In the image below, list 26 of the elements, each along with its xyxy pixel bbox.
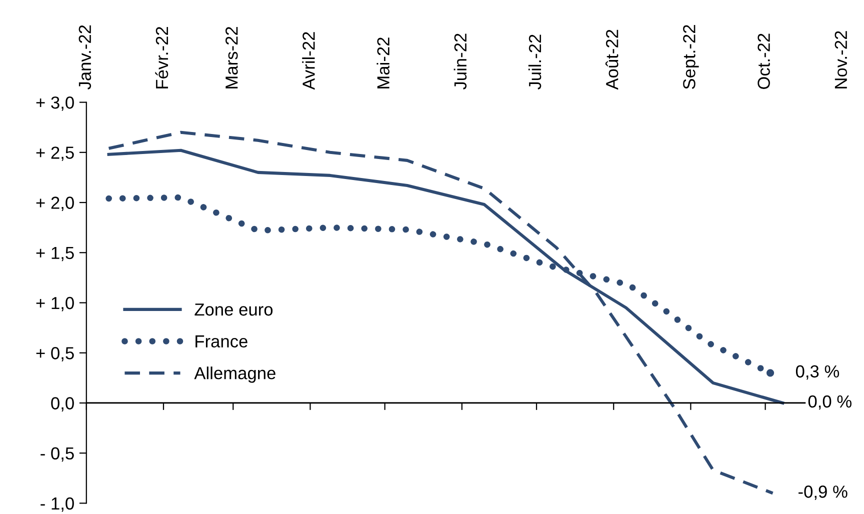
y-tick-label: + 1,0 — [36, 296, 74, 312]
y-tick-label: + 3,0 — [36, 96, 74, 111]
x-tick-label: Juin-22 — [454, 34, 467, 90]
y-tick-label: + 0,5 — [36, 347, 74, 362]
x-tick-label: Août-22 — [605, 30, 618, 90]
x-tick-label: Oct.-22 — [758, 34, 770, 89]
annotation: -0,9 % — [798, 486, 848, 500]
x-tick-label: Janv.-22 — [78, 25, 92, 90]
x-tick-label: Mars-22 — [225, 26, 238, 88]
x-tick-label: Juil.-22 — [528, 34, 542, 90]
y-tick-label: + 2,0 — [36, 196, 74, 212]
y-tick-label: - 0,5 — [40, 447, 74, 462]
legend-label: Allemagne — [194, 366, 276, 383]
x-tick-label: Mai-22 — [376, 38, 390, 88]
x-tick-label: Nov.-22 — [834, 31, 848, 88]
legend-label: Zone euro — [194, 304, 273, 316]
y-tick-label: + 2,5 — [36, 146, 74, 161]
y-tick-label: + 1,5 — [36, 246, 74, 262]
y-tick-label: - 1,0 — [40, 497, 74, 512]
annotation: 0,3 % — [796, 365, 840, 380]
x-tick-label: Avril-22 — [302, 32, 315, 90]
x-tick-label: Févr.-22 — [155, 26, 168, 88]
annotation: 0,0 % — [808, 395, 852, 410]
legend-label: France — [196, 335, 248, 348]
x-tick-label: Sept.-22 — [683, 25, 699, 89]
y-tick-label: 0,0 — [51, 397, 74, 412]
